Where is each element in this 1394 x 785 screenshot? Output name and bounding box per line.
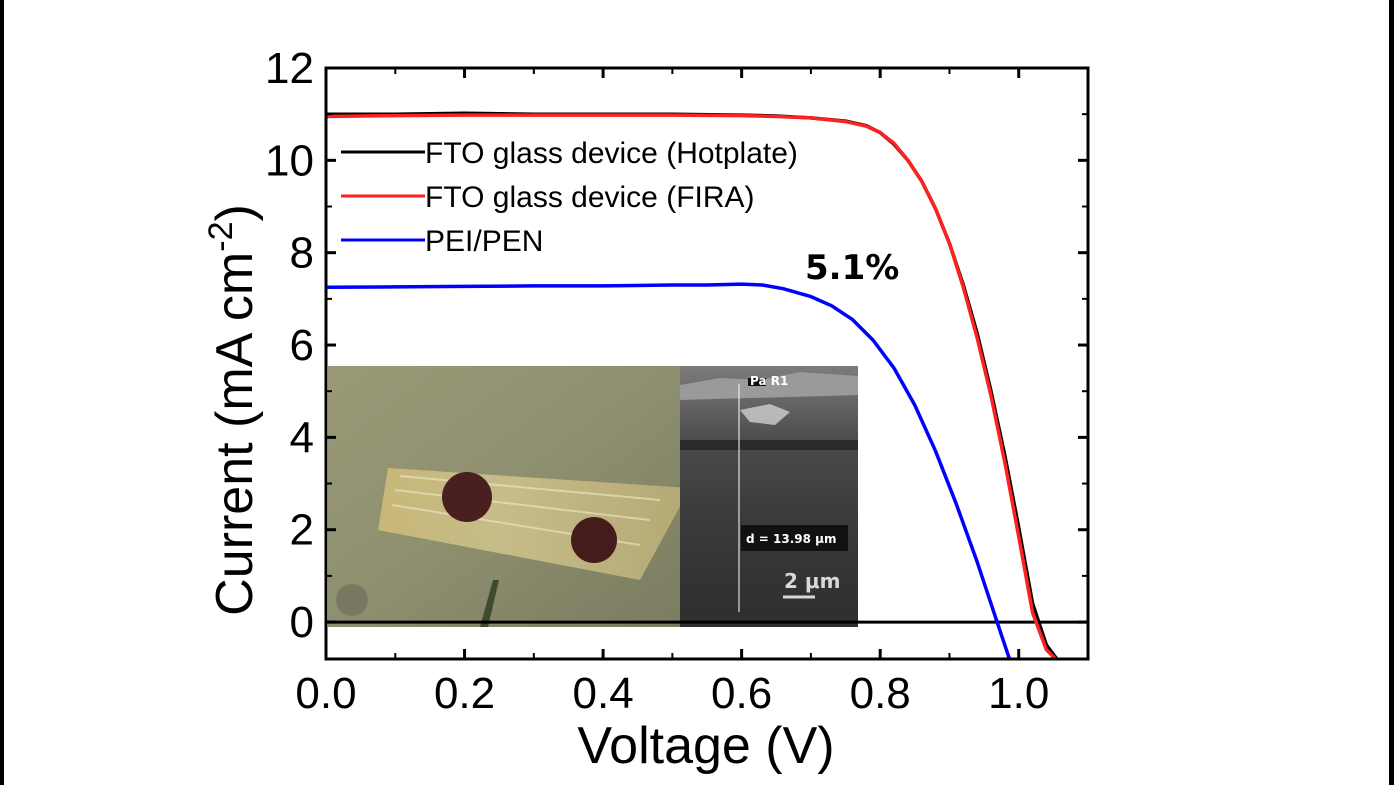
y-tick-label: 6 xyxy=(290,321,314,370)
tweezer-tip xyxy=(480,580,499,627)
x-tick-label: 0.4 xyxy=(573,669,634,718)
y-tick-label: 8 xyxy=(290,229,314,278)
y-axis-title-main: Current (mA cm xyxy=(206,252,264,616)
legend-label-pei: PEI/PEN xyxy=(425,225,543,258)
sem-marker-label: Pa R1 xyxy=(750,374,788,388)
x-tick-label: 0.8 xyxy=(850,669,911,718)
x-tick-label: 0.6 xyxy=(711,669,772,718)
sem-interface xyxy=(680,440,858,450)
x-tick-label: 1.0 xyxy=(988,669,1049,718)
device-spot-1 xyxy=(442,472,492,522)
plot-frame xyxy=(324,66,1090,661)
series-line-2 xyxy=(326,282,1012,659)
legend: FTO glass device (Hotplate) FTO glass de… xyxy=(341,137,798,258)
sem-measure-label: d = 13.98 μm xyxy=(746,532,836,546)
x-tick-label: 0.0 xyxy=(295,669,356,718)
sem-marker-box xyxy=(748,378,766,386)
y-tick-label: 10 xyxy=(265,136,314,185)
y-tick-label: 12 xyxy=(265,44,314,93)
y-tick-label: 4 xyxy=(290,413,314,462)
x-tick-label: 0.2 xyxy=(434,669,495,718)
y-axis-title-close: ) xyxy=(206,204,264,221)
sem-top-layer xyxy=(680,372,858,400)
right-border xyxy=(1389,0,1394,785)
sem-bright-feature xyxy=(740,404,790,425)
legend-label-fira: FTO glass device (FIRA) xyxy=(425,181,755,214)
background-object xyxy=(336,584,368,616)
ticks-group: 0.0 0.2 0.4 0.6 0.8 1.0 0 2 4 6 8 10 12 xyxy=(265,44,1089,718)
device-spot-2 xyxy=(571,517,617,563)
efficiency-annotation: 5.1% xyxy=(805,248,899,288)
sem-measure-box xyxy=(741,525,848,551)
inset-sem: Pa R1 d = 13.98 μm 2 μm xyxy=(680,366,858,627)
y-axis-title-sup: -2 xyxy=(202,222,240,252)
y-tick-label: 2 xyxy=(290,506,314,555)
left-border xyxy=(0,0,4,785)
y-tick-label: 0 xyxy=(290,598,314,647)
sem-scale-label: 2 μm xyxy=(784,569,840,593)
y-axis-title: Current (mA cm-2) xyxy=(202,204,264,616)
series-line-1 xyxy=(326,113,1059,659)
legend-label-hotplate: FTO glass device (Hotplate) xyxy=(425,137,798,170)
inset-photo xyxy=(328,366,690,627)
series-group xyxy=(326,111,1060,659)
x-axis-title: Voltage (V) xyxy=(577,717,834,775)
